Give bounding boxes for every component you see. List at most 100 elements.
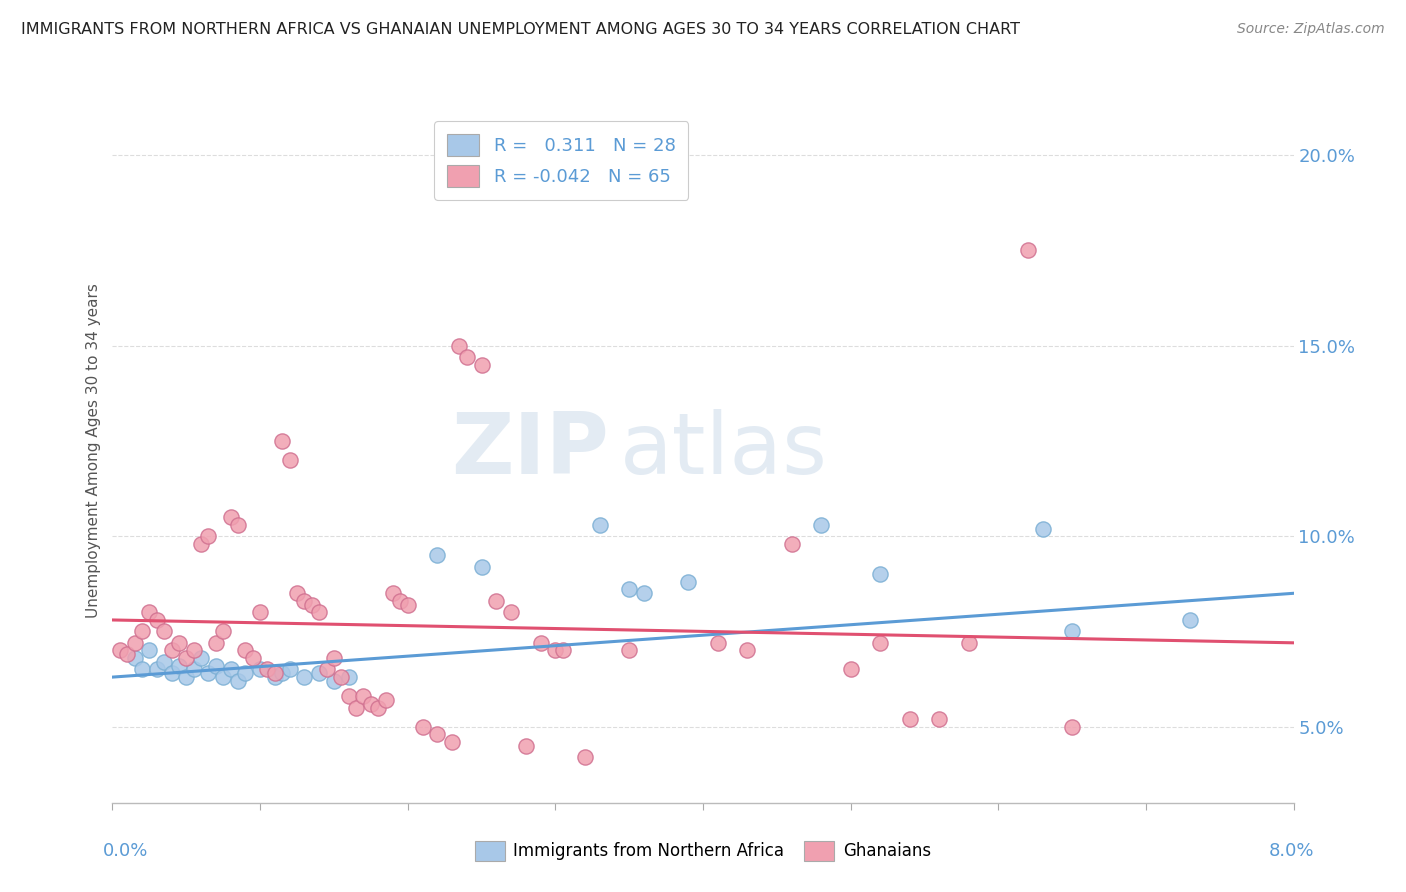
Point <box>412 720 434 734</box>
Point <box>271 666 294 681</box>
Point <box>205 658 228 673</box>
Point <box>190 651 212 665</box>
Point <box>108 643 131 657</box>
Point <box>308 666 330 681</box>
Point <box>138 605 160 619</box>
Point <box>131 624 153 639</box>
Point <box>278 663 301 677</box>
Point <box>226 517 249 532</box>
Point <box>190 537 212 551</box>
Point <box>706 636 728 650</box>
Point <box>264 670 287 684</box>
Point <box>1178 613 1201 627</box>
Point <box>1164 814 1187 829</box>
Point <box>780 537 803 551</box>
Point <box>330 670 353 684</box>
Point <box>124 651 146 665</box>
Point <box>285 586 308 600</box>
Point <box>205 636 228 650</box>
Legend: R =   0.311   N = 28, R = -0.042   N = 65: R = 0.311 N = 28, R = -0.042 N = 65 <box>434 121 689 200</box>
Point <box>167 636 190 650</box>
Text: atlas: atlas <box>620 409 828 492</box>
Point <box>183 663 205 677</box>
Point <box>810 517 832 532</box>
Point <box>226 673 249 688</box>
Point <box>131 663 153 677</box>
Point <box>153 624 176 639</box>
Point <box>183 643 205 657</box>
Point <box>839 663 862 677</box>
Point <box>249 605 271 619</box>
Point <box>264 666 287 681</box>
Point <box>352 689 374 703</box>
Point <box>456 350 478 364</box>
Point <box>633 586 655 600</box>
Point <box>344 700 367 714</box>
Point <box>426 727 449 741</box>
Point <box>212 670 235 684</box>
Point <box>256 663 278 677</box>
Point <box>544 643 567 657</box>
Point <box>315 663 337 677</box>
Point <box>957 636 980 650</box>
Text: IMMIGRANTS FROM NORTHERN AFRICA VS GHANAIAN UNEMPLOYMENT AMONG AGES 30 TO 34 YEA: IMMIGRANTS FROM NORTHERN AFRICA VS GHANA… <box>21 22 1021 37</box>
Point <box>1062 720 1084 734</box>
Point <box>242 651 264 665</box>
Point <box>124 636 146 650</box>
Point <box>301 598 323 612</box>
Point <box>389 594 412 608</box>
Point <box>138 643 160 657</box>
Point <box>426 548 449 562</box>
Point <box>219 510 242 524</box>
Point <box>174 651 197 665</box>
Point <box>898 712 921 726</box>
Point <box>337 670 360 684</box>
Point <box>117 647 138 661</box>
Point <box>619 643 641 657</box>
Point <box>212 624 235 639</box>
Point <box>153 655 176 669</box>
Y-axis label: Unemployment Among Ages 30 to 34 years: Unemployment Among Ages 30 to 34 years <box>86 283 101 618</box>
Point <box>271 434 294 448</box>
Point <box>470 358 494 372</box>
Point <box>396 598 419 612</box>
Point <box>167 658 190 673</box>
Text: 0.0%: 0.0% <box>103 842 148 860</box>
Point <box>292 594 315 608</box>
Point <box>160 666 183 681</box>
Point <box>197 666 219 681</box>
Point <box>441 735 464 749</box>
Point <box>449 339 471 353</box>
Point <box>869 567 891 582</box>
Point <box>470 559 494 574</box>
Point <box>278 453 301 467</box>
Point <box>337 689 360 703</box>
Point <box>323 673 346 688</box>
Point <box>529 636 551 650</box>
Point <box>501 605 523 619</box>
Text: Source: ZipAtlas.com: Source: ZipAtlas.com <box>1237 22 1385 37</box>
Point <box>146 663 169 677</box>
Point <box>308 605 330 619</box>
Point <box>367 700 389 714</box>
Point <box>737 643 759 657</box>
Point <box>928 712 950 726</box>
Point <box>249 663 271 677</box>
Point <box>1062 624 1084 639</box>
Point <box>146 613 169 627</box>
Point <box>197 529 219 543</box>
Legend: Immigrants from Northern Africa, Ghanaians: Immigrants from Northern Africa, Ghanaia… <box>468 834 938 868</box>
Point <box>574 750 596 764</box>
Point <box>360 697 382 711</box>
Text: ZIP: ZIP <box>451 409 609 492</box>
Point <box>678 574 700 589</box>
Point <box>381 586 405 600</box>
Point <box>485 594 508 608</box>
Point <box>619 582 641 597</box>
Point <box>323 651 346 665</box>
Point <box>869 636 891 650</box>
Point <box>515 739 537 753</box>
Point <box>1032 522 1054 536</box>
Point <box>292 670 315 684</box>
Point <box>233 643 256 657</box>
